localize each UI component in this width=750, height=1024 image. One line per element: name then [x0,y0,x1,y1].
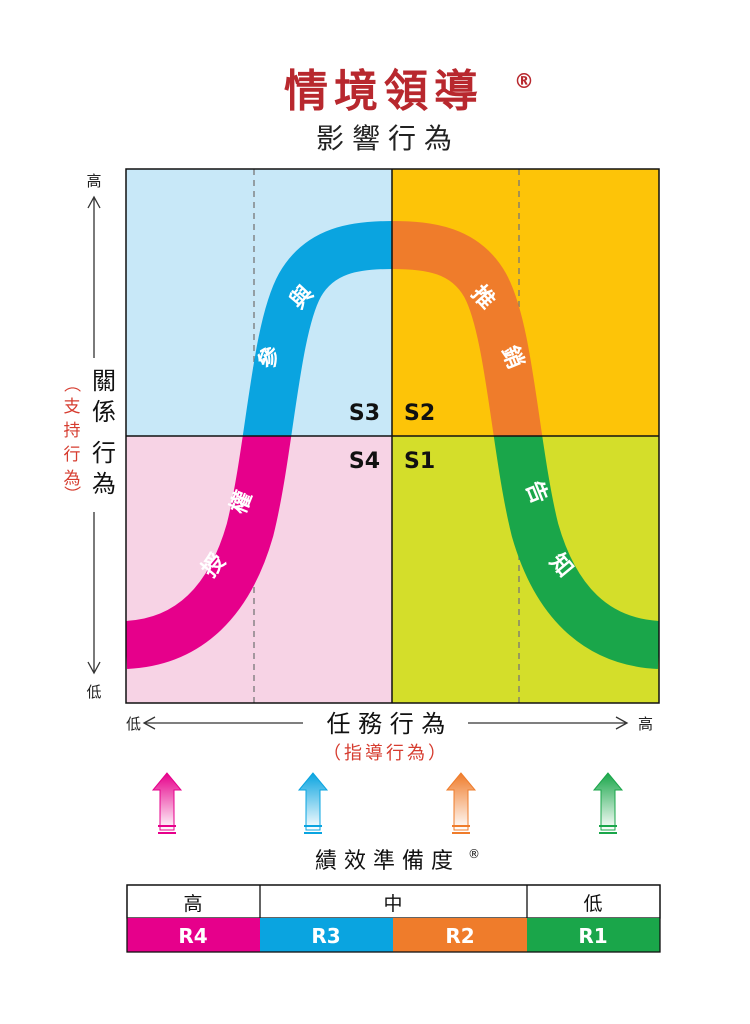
y-axis-sub-char-3: 持 [64,421,81,441]
y-axis-up-arrow-icon [87,195,101,209]
x-axis-label: 任 務 行 為 [327,710,446,738]
y-axis-label-char-4: 為 [92,470,116,498]
quadrant-label-s1: S1 [404,449,435,474]
quadrant-label-s3: S3 [349,401,380,426]
readiness-cell-r3 [260,918,393,952]
x-axis-high: 高 [638,715,653,733]
curve-segment-participating [242,221,392,436]
readiness-header-mid: 中 [383,893,402,915]
x-axis-left-arrow-icon [142,716,156,730]
x-axis-sub-label: （指導行為） [323,743,449,764]
readiness-level-r4: R4 [178,924,207,948]
readiness-level-r1: R1 [578,924,607,948]
y-axis-label-char-1: 關 [92,367,116,395]
leadership-curve [126,221,659,669]
readiness-level-r3: R3 [311,924,340,948]
y-axis-sub-char-6: ） [61,486,81,503]
page-title: 情境領導 [284,66,484,117]
curve-segment-selling [392,221,543,436]
curve-segment-telling [493,436,659,669]
y-axis-label-char-2: 係 [92,398,116,426]
y-axis-down-arrow-icon [87,661,101,675]
readiness-cell-r4 [127,918,260,952]
up-arrow-icon-r4 [151,772,183,834]
up-arrow-icon-r3 [297,772,329,834]
readiness-level-r2: R2 [445,924,474,948]
y-axis-sub-char-4: 行 [64,445,81,465]
y-axis-sub-char-5: 為 [64,469,81,489]
up-arrow-icon-r1 [592,772,624,834]
quadrant-label-s2: S2 [404,401,435,426]
y-axis-label-char-3: 行 [92,439,116,467]
x-axis-right-arrow-icon [615,716,629,730]
readiness-header-high: 高 [183,893,202,915]
y-axis-high: 高 [86,172,101,190]
readiness-label: 績 效 準 備 度 [315,849,453,874]
x-axis-low: 低 [126,715,141,733]
curve-segment-delegating [126,436,292,669]
readiness-cell-r1 [527,918,660,952]
readiness-registered-mark: ® [468,847,480,861]
quadrant-label-s4: S4 [349,449,380,474]
y-axis-low: 低 [86,683,101,701]
page-subtitle: 影響行為 [316,122,460,155]
matrix-border [125,168,660,704]
readiness-arrows [151,772,624,834]
readiness-table: 高 中 低 R4 R3 R2 R1 [126,884,661,953]
up-arrow-icon-r2 [445,772,477,834]
readiness-header-low: 低 [583,893,602,915]
y-axis-sub-char-2: 支 [64,397,81,417]
y-axis-sub-char-1: （ [61,376,81,393]
readiness-cell-r2 [393,918,527,952]
registered-mark: ® [514,69,534,93]
